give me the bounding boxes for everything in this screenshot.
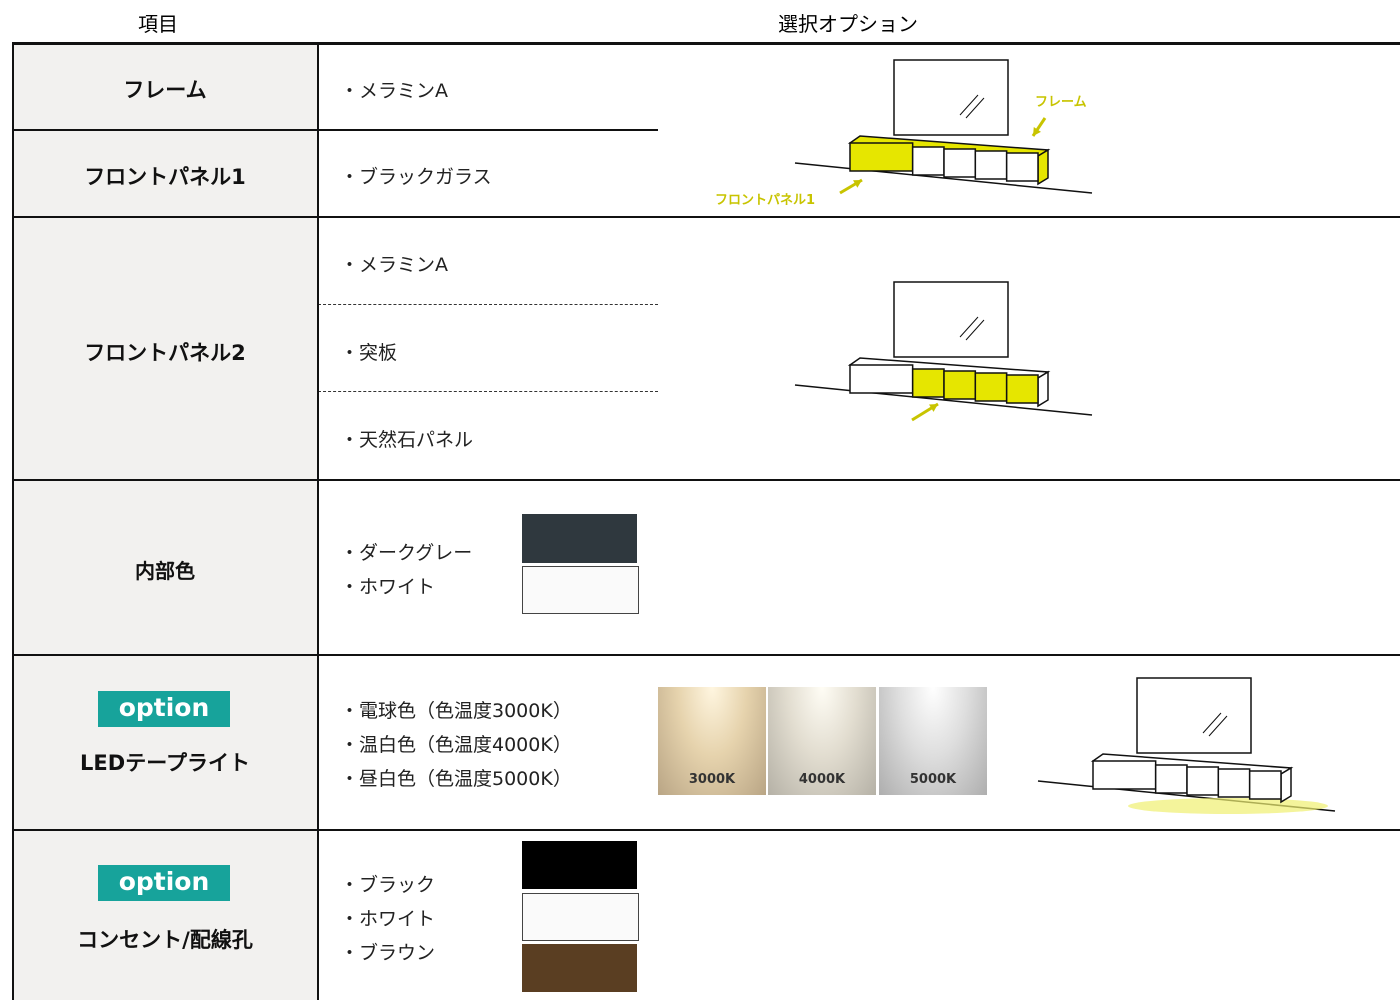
row-label: LEDテープライト [80,751,250,775]
dashed-rule [318,391,658,392]
sketch [1128,798,1328,814]
rule [12,129,658,131]
sketch [893,59,1009,136]
sketch [943,148,977,178]
option-badge: option [98,865,230,901]
light-sample: 5000K [879,687,987,795]
option-text: ・温白色（色温度4000K） [340,734,572,756]
dashed-rule [318,304,658,305]
sketch [1005,152,1039,182]
sketch [1217,768,1251,798]
color-swatch [522,566,639,614]
sketch [959,316,985,341]
option-text: ・ホワイト [340,908,436,930]
light-sample: 4000K [768,687,876,795]
sketch [1037,148,1049,186]
color-swatch [522,893,639,941]
sketch [1037,370,1049,408]
color-swatch [522,841,637,889]
option-text: ・ブラックガラス [340,166,492,188]
option-text: ・ホワイト [340,576,436,598]
rule [317,43,319,1000]
sketch [849,364,914,394]
label-column [12,43,318,1000]
row-label: コンセント/配線孔 [77,928,253,952]
row-label: フレーム [123,78,207,102]
option-text: ・突板 [340,342,398,364]
option-text: ・ブラック [340,874,436,896]
light-sample: 3000K [658,687,766,795]
sketch [794,384,1093,416]
sketch [911,368,945,398]
sketch [911,146,945,176]
row-label: フロントパネル2 [84,341,246,365]
row-label: 内部色 [135,559,195,583]
sketch [893,281,1009,358]
option-text: ・天然石パネル [340,429,474,451]
option-text: ・メラミンA [340,254,448,276]
rule [12,42,1400,45]
sketch [794,162,1093,194]
color-swatch [522,514,637,563]
option-text: ・ダークグレー [340,542,473,564]
callout: フロントパネル1 [715,193,815,208]
sketch [853,180,862,188]
color-swatch [522,944,637,992]
sketch [1280,766,1292,804]
option-text: ・電球色（色温度3000K） [340,700,572,722]
header-item: 項目 [138,12,178,36]
rule [12,479,1400,481]
sketch [1092,760,1157,790]
rule [12,654,1400,656]
sketch [1136,677,1252,754]
sketch [1202,712,1228,737]
sketch [1186,766,1220,796]
option-text: ・メラミンA [340,80,448,102]
option-text: ・ブラウン [340,942,436,964]
sketch [974,150,1008,180]
sketch [1248,770,1282,800]
header-options: 選択オプション [778,12,918,36]
rule [12,43,14,1000]
sketch [943,370,977,400]
callout: フレーム [1035,95,1087,110]
option-badge: option [98,691,230,727]
sketch [1005,374,1039,404]
sketch [929,404,938,412]
rule [12,216,1400,218]
sketch [1033,127,1041,136]
row-label: フロントパネル1 [84,165,246,189]
sketch [974,372,1008,402]
rule [12,829,1400,831]
sketch [1154,764,1188,794]
sketch [959,94,985,119]
sketch [849,142,914,172]
option-text: ・昼白色（色温度5000K） [340,768,572,790]
